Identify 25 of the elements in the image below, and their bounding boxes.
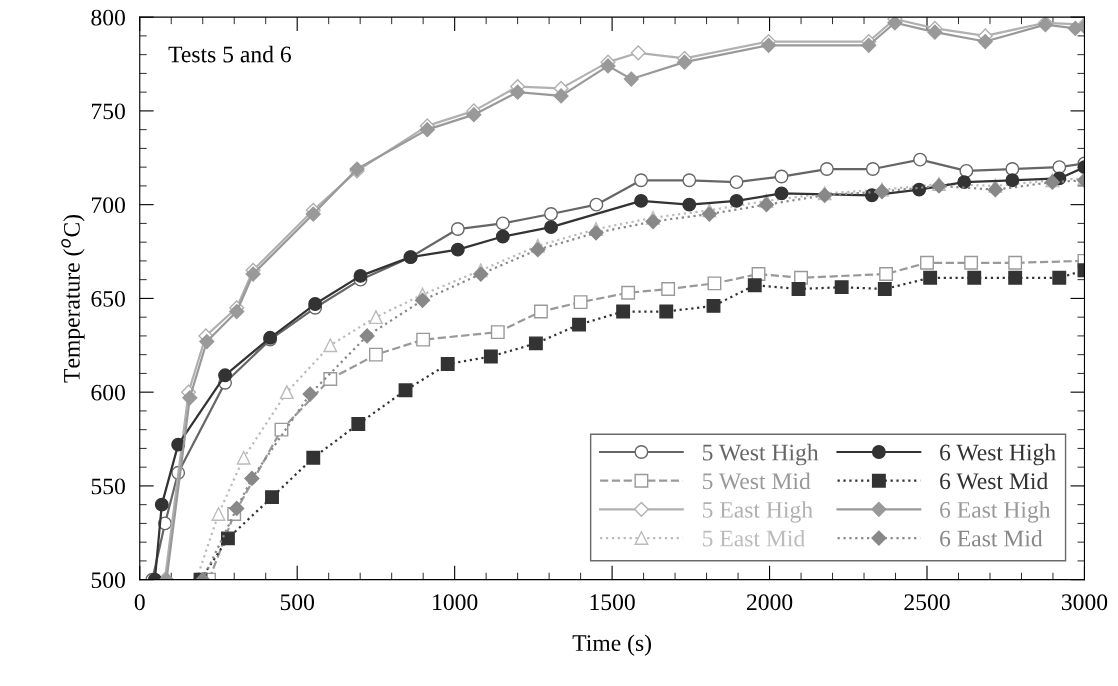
x-tick-label: 2000 xyxy=(746,594,793,611)
annotation: Tests 5 and 6 xyxy=(168,45,291,63)
legend-label: 6 East High xyxy=(940,501,1051,523)
legend-label: 6 West Mid xyxy=(940,472,1048,490)
y-tick-label: 500 xyxy=(91,572,125,589)
x-tick-label: 2500 xyxy=(904,594,950,611)
legend-label: 6 East Mid xyxy=(940,529,1043,547)
x-tick-label: 3000 xyxy=(1061,594,1108,611)
x-tick-label: 500 xyxy=(280,594,315,611)
y-tick-label: 650 xyxy=(91,290,125,307)
legend-label: 5 East High xyxy=(702,501,813,523)
y-tick-label: 600 xyxy=(91,384,125,401)
legend-label: 6 West High xyxy=(940,443,1056,466)
legend-label: 5 West High xyxy=(702,443,819,466)
y-tick-label: 750 xyxy=(92,103,125,120)
y-axis-title: Temperature ($^{o}$C) xyxy=(61,215,85,383)
legend-label: 5 East Mid xyxy=(702,529,805,547)
legend-label: 5 West Mid xyxy=(702,472,811,490)
y-tick-label: 550 xyxy=(91,478,125,495)
y-tick-label: 800 xyxy=(91,9,125,26)
x-axis-title: Time (s) xyxy=(572,634,651,656)
x-tick-label: 1500 xyxy=(590,594,635,611)
x-tick-label: 0 xyxy=(134,594,145,611)
x-tick-label: 1000 xyxy=(433,594,478,611)
y-tick-label: 700 xyxy=(92,197,125,214)
